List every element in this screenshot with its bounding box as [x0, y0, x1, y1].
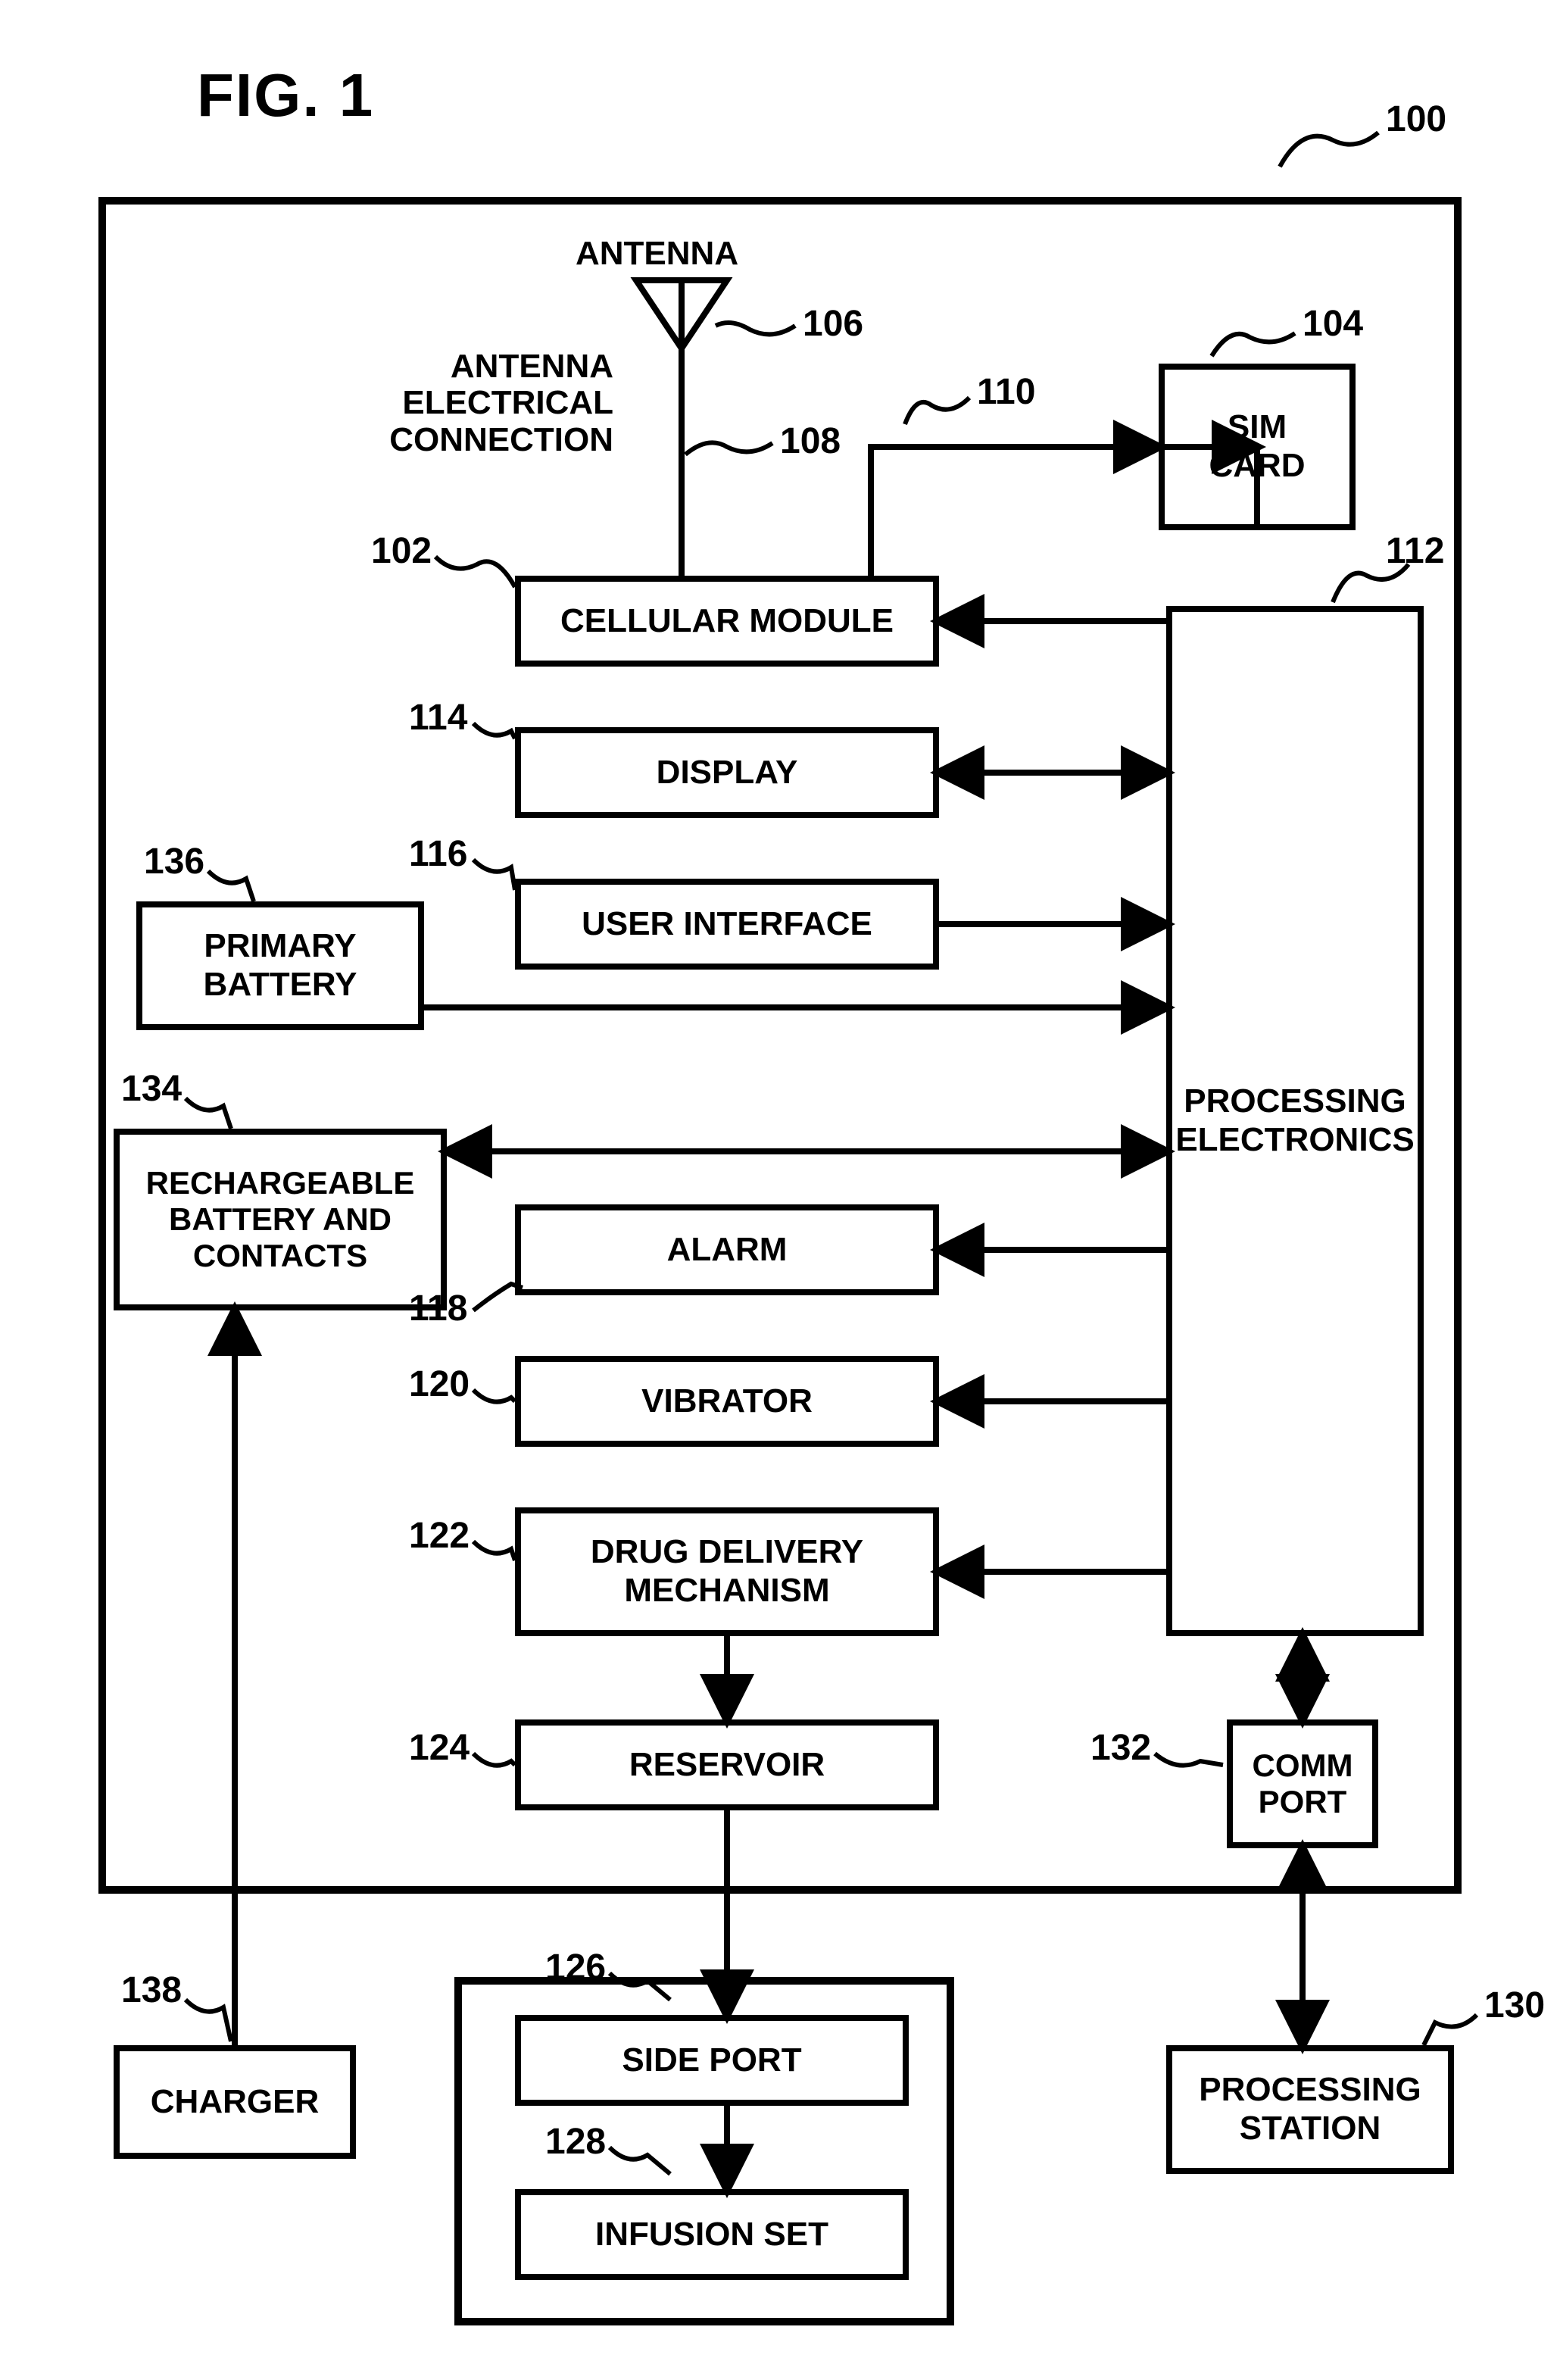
ref-134: 134	[121, 1068, 182, 1110]
ref-116: 116	[409, 833, 467, 875]
cellular-module-label: CELLULAR MODULE	[560, 602, 894, 640]
ref-128: 128	[545, 2121, 606, 2163]
ref-106: 106	[803, 303, 863, 345]
primary-battery-l2: BATTERY	[204, 966, 357, 1003]
cellular-module-box: CELLULAR MODULE	[515, 576, 939, 667]
charger-box: CHARGER	[114, 2045, 356, 2159]
alarm-label: ALARM	[667, 1231, 788, 1269]
diagram-canvas: FIG. 1 SIM CARD CELLULAR MODULE DISPLAY …	[0, 0, 1560, 2380]
display-label: DISPLAY	[657, 754, 798, 792]
antenna-conn-text: ANTENNA ELECTRICAL CONNECTION	[371, 348, 613, 458]
sim-card-box: SIM CARD	[1159, 364, 1356, 530]
ref-120: 120	[409, 1363, 470, 1405]
ref-108: 108	[780, 420, 841, 462]
ref-122: 122	[409, 1515, 470, 1557]
primary-battery-box: PRIMARY BATTERY	[136, 901, 424, 1030]
processing-electronics-box: PROCESSING ELECTRONICS	[1166, 606, 1424, 1636]
rechargeable-l3: CONTACTS	[193, 1238, 367, 1273]
ref-138: 138	[121, 1969, 182, 2011]
ref-112: 112	[1386, 530, 1444, 572]
ref-104: 104	[1303, 303, 1363, 345]
comm-port-l2: PORT	[1259, 1784, 1347, 1819]
processing-station-l2: STATION	[1240, 2110, 1381, 2147]
ref-132: 132	[1090, 1727, 1151, 1769]
ref-110: 110	[977, 371, 1035, 413]
ref-114: 114	[409, 697, 467, 739]
primary-battery-l1: PRIMARY	[204, 927, 356, 964]
processing-station-box: PROCESSING STATION	[1166, 2045, 1454, 2174]
antenna-conn-l3: CONNECTION	[389, 421, 613, 458]
infusion-set-box: INFUSION SET	[515, 2189, 909, 2280]
reservoir-box: RESERVOIR	[515, 1719, 939, 1810]
ref-102: 102	[371, 530, 432, 572]
infusion-set-label: INFUSION SET	[595, 2216, 828, 2254]
figure-title-text: FIG. 1	[197, 61, 374, 129]
figure-title: FIG. 1	[197, 61, 374, 130]
rechargeable-battery-box: RECHARGEABLE BATTERY AND CONTACTS	[114, 1129, 447, 1310]
ref-126: 126	[545, 1947, 606, 1988]
side-port-label: SIDE PORT	[622, 2041, 801, 2079]
comm-port-l1: COMM	[1253, 1748, 1353, 1783]
ref-130: 130	[1484, 1985, 1545, 2026]
processing-electronics-l2: ELECTRONICS	[1175, 1121, 1414, 1158]
reservoir-label: RESERVOIR	[629, 1746, 825, 1784]
ref-124: 124	[409, 1727, 470, 1769]
rechargeable-l2: BATTERY AND	[169, 1201, 392, 1237]
sim-card-l2: CARD	[1209, 447, 1305, 484]
side-port-box: SIDE PORT	[515, 2015, 909, 2106]
user-interface-label: USER INTERFACE	[582, 905, 872, 943]
charger-label: CHARGER	[151, 2083, 319, 2121]
rechargeable-l1: RECHARGEABLE	[146, 1165, 415, 1201]
vibrator-box: VIBRATOR	[515, 1356, 939, 1447]
alarm-box: ALARM	[515, 1204, 939, 1295]
drug-delivery-l1: DRUG DELIVERY	[591, 1533, 863, 1570]
drug-delivery-box: DRUG DELIVERY MECHANISM	[515, 1507, 939, 1636]
ref-136: 136	[144, 841, 204, 882]
ref-118: 118	[409, 1288, 467, 1329]
vibrator-label: VIBRATOR	[641, 1382, 813, 1420]
processing-station-l1: PROCESSING	[1199, 2071, 1421, 2108]
drug-delivery-l2: MECHANISM	[624, 1572, 829, 1609]
processing-electronics-l1: PROCESSING	[1184, 1082, 1406, 1120]
antenna-conn-l1: ANTENNA	[451, 348, 613, 385]
ref-100: 100	[1386, 98, 1446, 140]
comm-port-box: COMM PORT	[1227, 1719, 1378, 1848]
sim-card-l1: SIM	[1228, 408, 1287, 445]
user-interface-box: USER INTERFACE	[515, 879, 939, 970]
antenna-conn-l2: ELECTRICAL	[402, 384, 613, 421]
display-box: DISPLAY	[515, 727, 939, 818]
antenna-text: ANTENNA	[576, 235, 738, 273]
